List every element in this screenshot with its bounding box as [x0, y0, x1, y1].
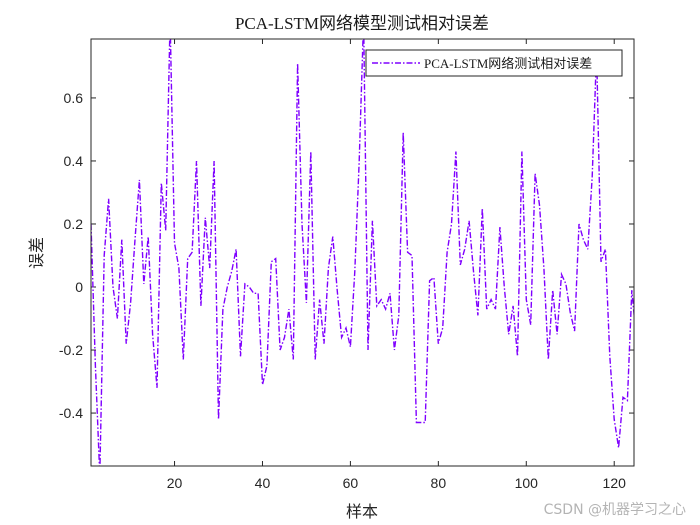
plot-frame — [90, 38, 635, 467]
legend-label: PCA-LSTM网络测试相对误差 — [424, 56, 592, 71]
y-tick-label: 0.4 — [64, 153, 84, 169]
y-tick-label: 0 — [75, 279, 83, 295]
chart-title: PCA-LSTM网络模型测试相对误差 — [235, 14, 489, 33]
x-tick-label: 80 — [431, 475, 447, 491]
x-tick-label: 60 — [343, 475, 359, 491]
legend: PCA-LSTM网络测试相对误差 — [365, 49, 623, 77]
x-tick-label: 100 — [515, 475, 539, 491]
axis-ticks — [91, 39, 634, 466]
x-axis-label: 样本 — [346, 502, 378, 521]
y-tick-label: -0.4 — [59, 405, 83, 421]
y-tick-label: 0.6 — [64, 90, 84, 106]
y-tick-label: 0.2 — [64, 216, 84, 232]
x-tick-label: 20 — [167, 475, 183, 491]
y-axis-label: 误差 — [27, 237, 46, 269]
error-series-line — [91, 39, 634, 466]
watermark: CSDN @机器学习之心 — [543, 502, 686, 518]
x-tick-label: 120 — [603, 475, 627, 491]
y-tick-labels: -0.4 -0.2 0 0.2 0.4 0.6 — [59, 90, 83, 421]
plot-area — [91, 39, 634, 466]
y-tick-label: -0.2 — [59, 342, 83, 358]
x-tick-labels: 20 40 60 80 100 120 — [167, 475, 626, 491]
x-tick-label: 40 — [255, 475, 271, 491]
